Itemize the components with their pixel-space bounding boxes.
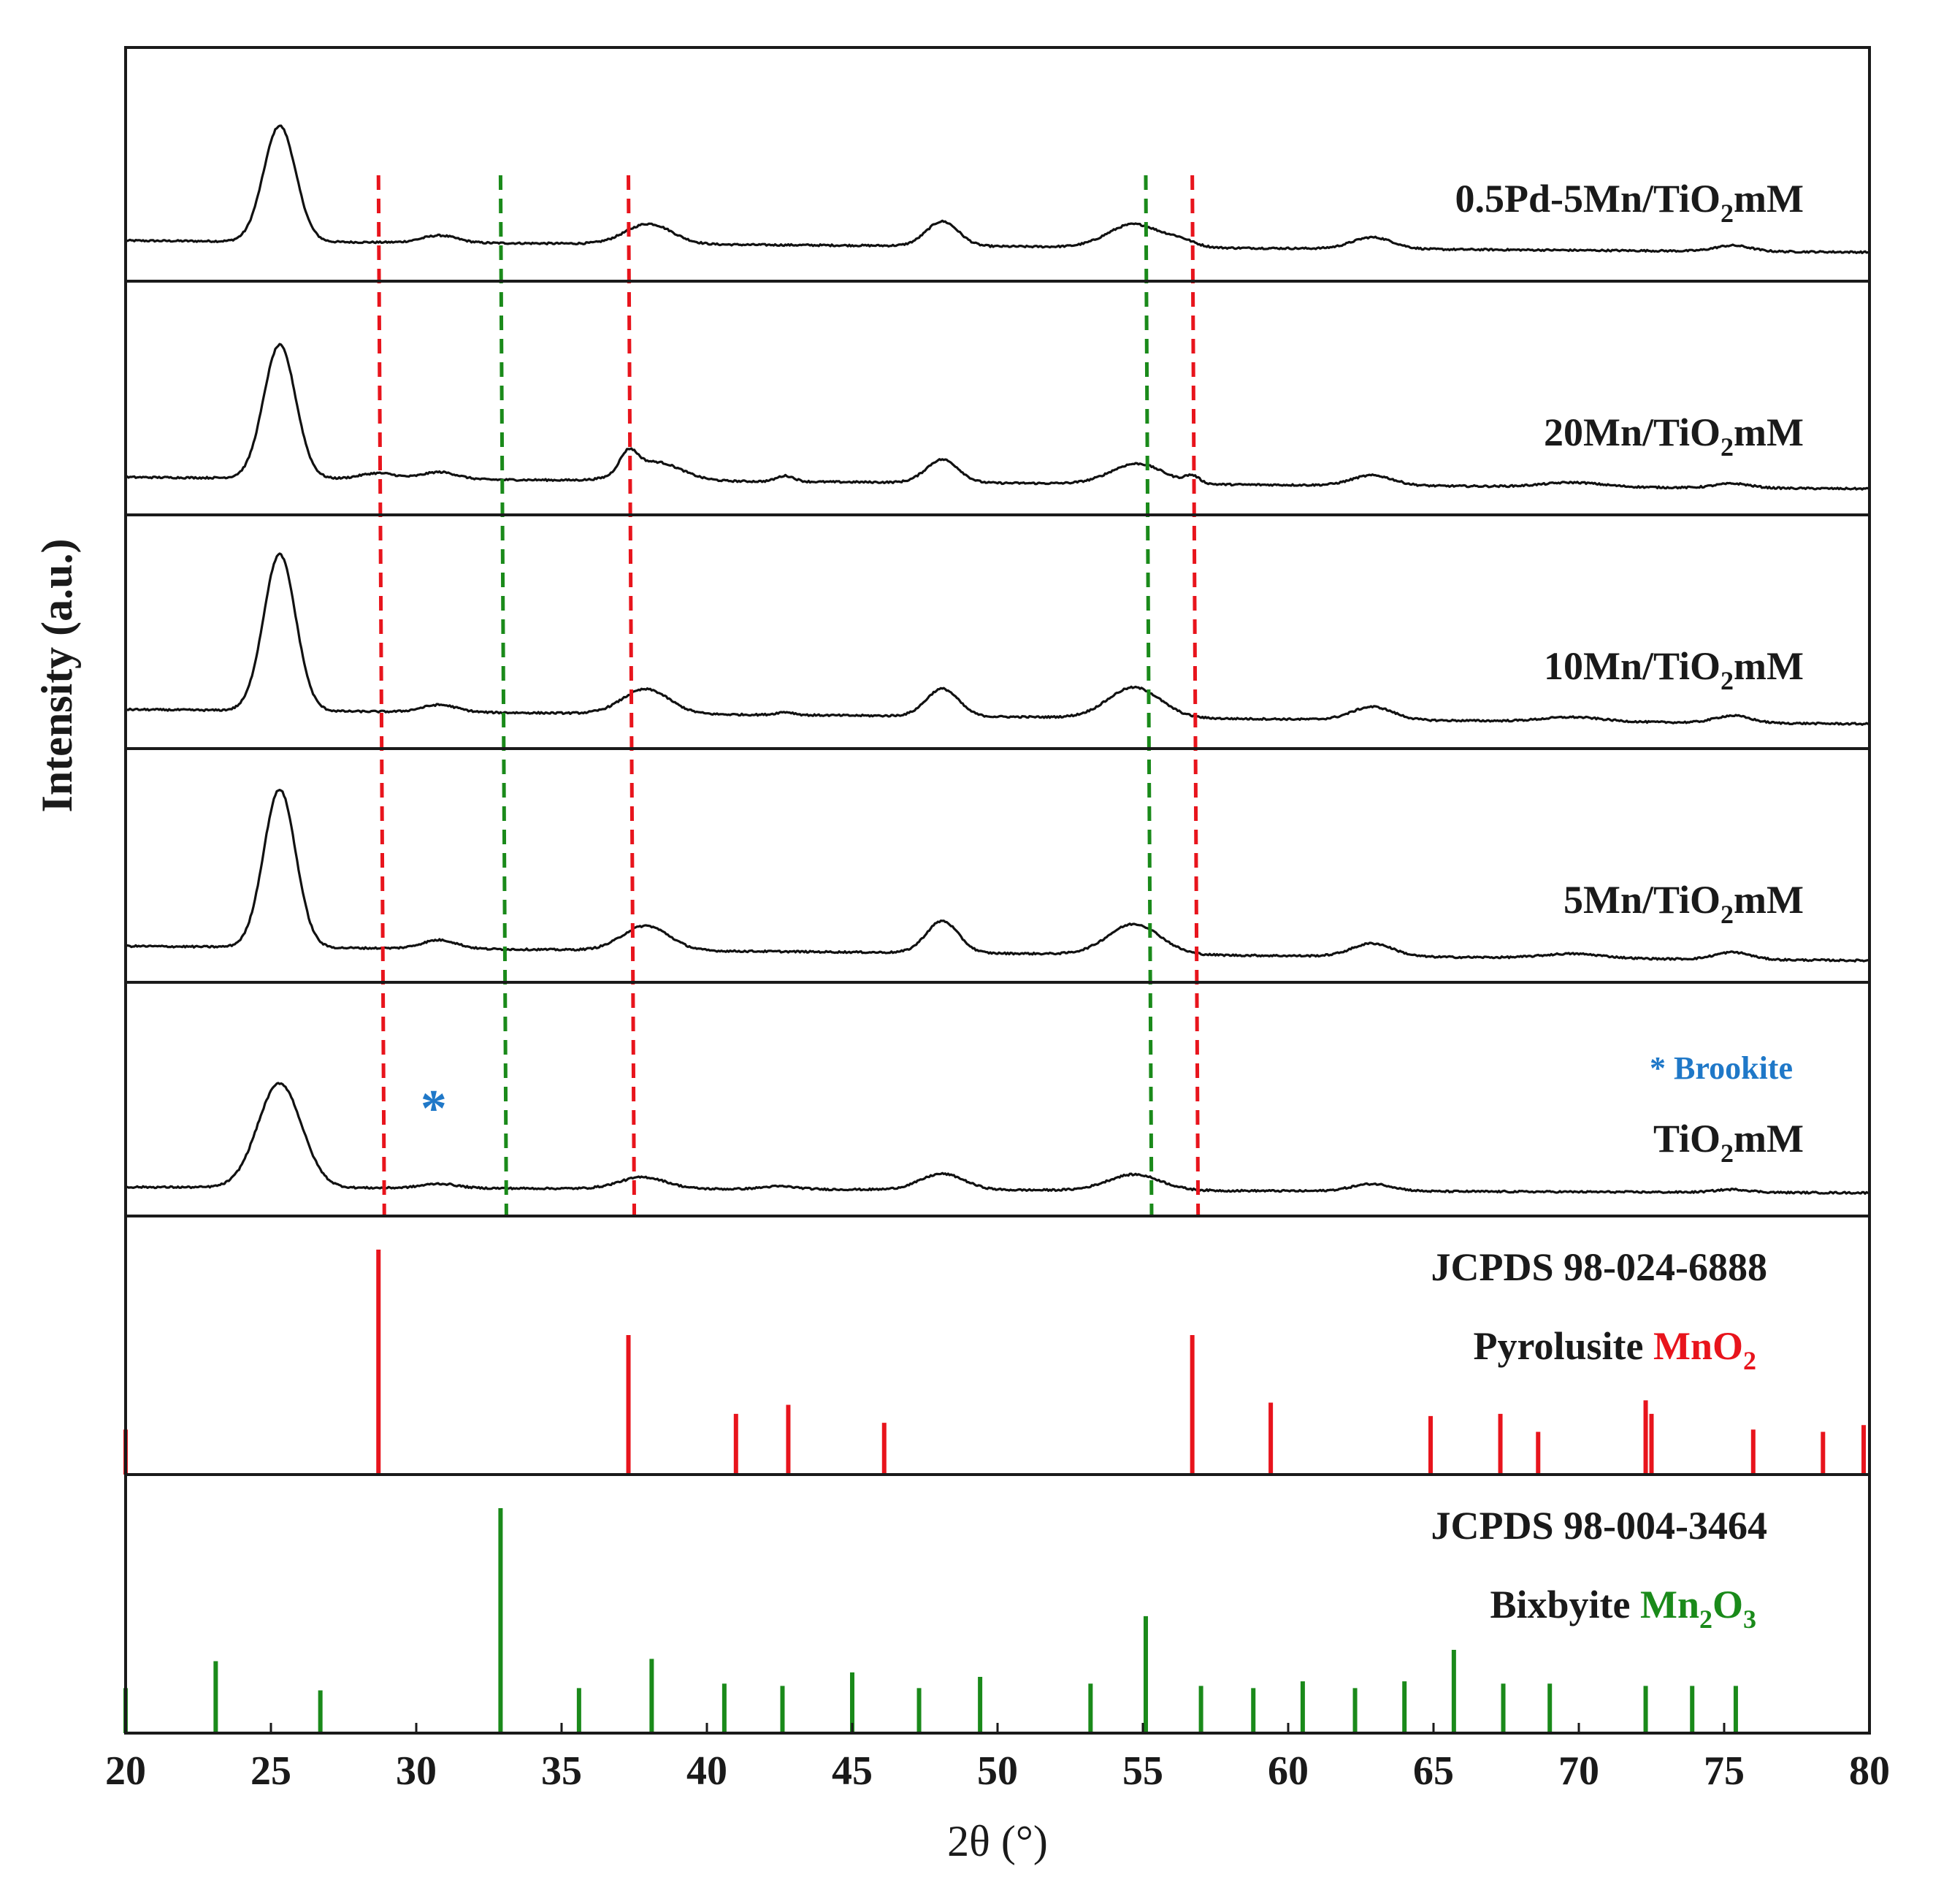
x-tick-label-70: 70: [1558, 1748, 1599, 1794]
sample-label-2: 20Mn/TiO2mM: [1544, 410, 1804, 462]
xrd-trace-4: [124, 789, 1870, 963]
reference-phase-2: Bixbyite Mn2O3: [1490, 1583, 1756, 1634]
reference-card-1: JCPDS 98-024-6888: [1431, 1245, 1767, 1289]
dashed-line-mno2-1: [376, 175, 386, 1217]
xrd-traces: [124, 124, 1870, 1195]
x-tick-label-25: 25: [250, 1748, 291, 1794]
x-axis-label: 2θ (°): [947, 1817, 1048, 1865]
x-tick-label-80: 80: [1849, 1748, 1890, 1794]
y-axis-label: Intensity (a.u.): [33, 538, 81, 812]
x-tick-label-20: 20: [105, 1748, 146, 1794]
dashed-line-mn2o3-2: [1144, 175, 1154, 1217]
dashed-line-mno2-3: [1190, 175, 1201, 1217]
dashed-line-mno2-2: [627, 175, 637, 1217]
x-tick-label-75: 75: [1704, 1748, 1745, 1794]
x-tick-label-50: 50: [977, 1748, 1018, 1794]
brookite-marker: *: [421, 1079, 447, 1138]
dashed-line-mn2o3-1: [498, 175, 508, 1217]
x-tick-label-35: 35: [541, 1748, 582, 1794]
sample-label-1: 0.5Pd-5Mn/TiO2mM: [1455, 177, 1804, 228]
xrd-trace-3: [125, 552, 1870, 726]
brookite-legend: * Brookite: [1650, 1050, 1793, 1086]
x-tick-label-45: 45: [832, 1748, 873, 1794]
xrd-trace-1: [125, 124, 1870, 254]
x-tick-label-30: 30: [396, 1748, 437, 1794]
x-tick-label-65: 65: [1413, 1748, 1454, 1794]
sample-label-4: 5Mn/TiO2mM: [1563, 878, 1804, 929]
reference-phase-1: Pyrolusite MnO2: [1474, 1324, 1757, 1375]
xrd-trace-5: [125, 1082, 1870, 1195]
reference-stick-patterns: [123, 1250, 1867, 1733]
sample-label-5: TiO2mM: [1653, 1117, 1804, 1168]
x-tick-label-55: 55: [1122, 1748, 1163, 1794]
chart-text: 0.5Pd-5Mn/TiO2mM 20Mn/TiO2mM 10Mn/TiO2mM 5M…: [33, 177, 1890, 1865]
sample-label-3: 10Mn/TiO2mM: [1544, 644, 1804, 695]
reference-dashed-lines: [376, 175, 1201, 1217]
x-tick-label-60: 60: [1268, 1748, 1309, 1794]
plot-frame: [124, 46, 1871, 1735]
xrd-trace-2: [124, 343, 1870, 491]
reference-card-2: JCPDS 98-004-3464: [1431, 1504, 1767, 1548]
x-tick-label-40: 40: [686, 1748, 727, 1794]
